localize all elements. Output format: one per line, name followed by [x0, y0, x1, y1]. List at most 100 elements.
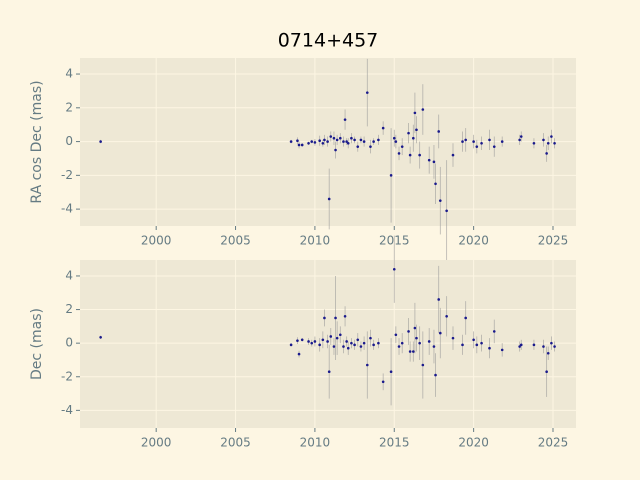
point — [546, 351, 550, 355]
point — [461, 140, 464, 143]
point — [377, 138, 380, 142]
point — [475, 343, 479, 347]
point — [372, 140, 375, 143]
y-axis-label: Dec (mas) — [29, 308, 45, 380]
point — [326, 340, 329, 343]
point — [464, 316, 467, 320]
x-tick-label: 2020 — [458, 234, 489, 248]
point — [475, 145, 479, 148]
point — [518, 138, 521, 142]
point — [412, 136, 415, 140]
chart-title: 0714+457 — [278, 30, 379, 52]
point — [451, 153, 455, 157]
point — [334, 316, 337, 320]
point — [418, 341, 421, 345]
point — [488, 138, 491, 142]
point — [553, 141, 556, 145]
point — [321, 338, 325, 342]
point — [464, 138, 467, 142]
point — [492, 330, 496, 333]
point — [445, 314, 448, 318]
point — [532, 141, 536, 145]
point — [356, 145, 360, 148]
point — [334, 148, 337, 152]
point — [372, 343, 375, 347]
point — [318, 139, 321, 143]
point — [321, 141, 325, 145]
point — [550, 341, 553, 345]
point — [412, 350, 415, 353]
point — [407, 330, 410, 333]
point — [461, 343, 464, 347]
point — [289, 140, 293, 143]
x-tick-label: 2000 — [141, 436, 172, 450]
point — [389, 370, 393, 374]
point — [392, 136, 396, 140]
point — [400, 145, 404, 148]
point — [392, 267, 396, 271]
point — [389, 174, 393, 177]
point — [350, 136, 353, 140]
point — [365, 363, 369, 367]
point — [381, 380, 385, 384]
point — [353, 138, 356, 142]
point — [437, 298, 441, 301]
point — [342, 140, 345, 143]
y-tick-label: -2 — [61, 369, 73, 383]
point — [381, 126, 385, 130]
point — [296, 339, 299, 342]
point — [329, 135, 333, 138]
y-tick-label: 4 — [65, 268, 73, 282]
point — [432, 160, 436, 164]
point — [318, 343, 321, 347]
y-tick-label: 0 — [65, 134, 73, 148]
point — [500, 348, 504, 352]
point — [307, 340, 310, 343]
point — [335, 336, 339, 340]
y-tick-label: -4 — [61, 403, 73, 417]
point — [297, 352, 301, 356]
point — [421, 363, 425, 367]
point — [408, 350, 412, 353]
x-tick-label: 2025 — [538, 234, 569, 248]
point — [335, 138, 339, 142]
point — [445, 209, 448, 213]
point — [289, 343, 293, 347]
point — [413, 111, 417, 115]
point — [438, 331, 442, 335]
point — [313, 340, 317, 343]
x-tick-label: 2025 — [538, 436, 569, 450]
x-tick-label: 2005 — [220, 234, 251, 248]
point — [545, 370, 548, 374]
point — [472, 338, 475, 342]
point — [327, 370, 331, 374]
point — [345, 340, 348, 343]
point — [310, 140, 314, 143]
point — [408, 153, 412, 157]
point — [415, 336, 418, 340]
point — [421, 108, 425, 111]
point — [300, 143, 304, 147]
point — [550, 135, 553, 138]
point — [519, 343, 523, 347]
point — [339, 136, 342, 140]
point — [332, 345, 336, 348]
point — [350, 341, 353, 345]
point — [418, 153, 421, 157]
point — [438, 199, 442, 202]
point — [532, 343, 536, 347]
point — [346, 346, 350, 350]
point — [369, 336, 372, 340]
point — [362, 341, 366, 345]
point — [323, 316, 326, 320]
point — [480, 141, 483, 145]
y-axis-label: RA cos Dec (mas) — [29, 80, 45, 203]
point — [407, 131, 410, 135]
x-tick-label: 2010 — [300, 234, 331, 248]
point — [413, 326, 417, 330]
point — [553, 345, 556, 348]
x-tick-label: 2000 — [141, 234, 172, 248]
point — [300, 338, 304, 342]
point — [480, 341, 483, 345]
